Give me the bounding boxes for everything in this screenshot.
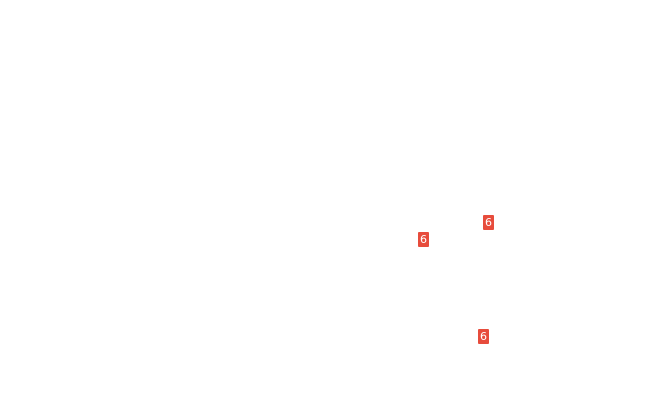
count-badge[interactable]: 6 [418,232,429,247]
count-badge[interactable]: 6 [478,329,489,344]
count-badge[interactable]: 6 [483,215,494,230]
